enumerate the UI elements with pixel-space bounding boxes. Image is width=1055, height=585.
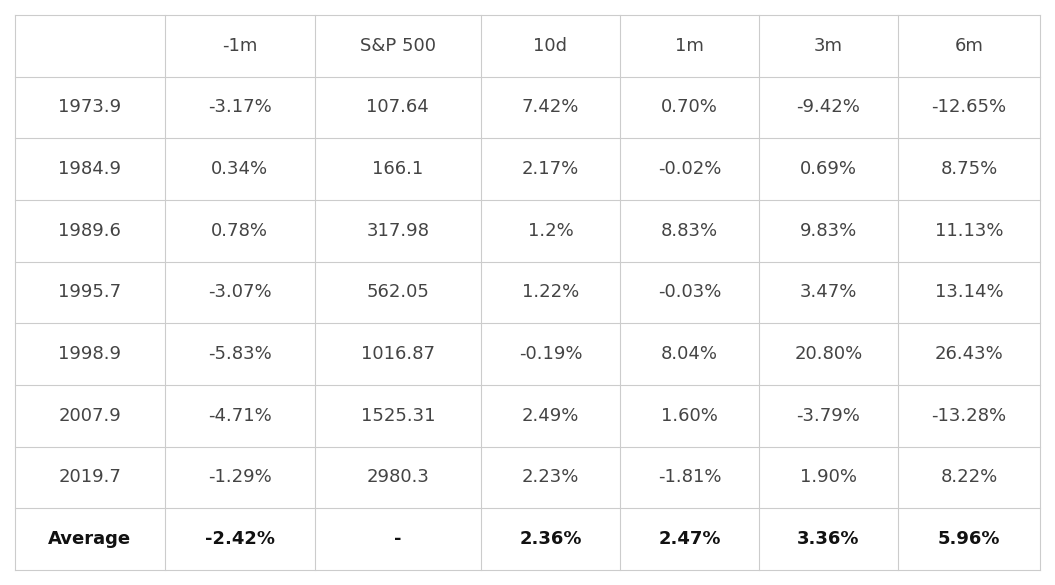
Text: 1998.9: 1998.9 bbox=[58, 345, 121, 363]
Text: 10d: 10d bbox=[534, 37, 568, 55]
Text: -3.79%: -3.79% bbox=[797, 407, 860, 425]
Text: -0.02%: -0.02% bbox=[657, 160, 721, 178]
Text: 1.2%: 1.2% bbox=[528, 222, 573, 240]
Text: -13.28%: -13.28% bbox=[932, 407, 1006, 425]
Text: 1.90%: 1.90% bbox=[800, 469, 857, 487]
Text: 0.78%: 0.78% bbox=[211, 222, 268, 240]
Text: 9.83%: 9.83% bbox=[800, 222, 857, 240]
Text: 6m: 6m bbox=[955, 37, 983, 55]
Text: 1989.6: 1989.6 bbox=[58, 222, 121, 240]
Text: 2980.3: 2980.3 bbox=[366, 469, 429, 487]
Text: -12.65%: -12.65% bbox=[932, 98, 1006, 116]
Text: -5.83%: -5.83% bbox=[208, 345, 272, 363]
Text: -9.42%: -9.42% bbox=[797, 98, 860, 116]
Text: 2.17%: 2.17% bbox=[522, 160, 579, 178]
Text: 0.34%: 0.34% bbox=[211, 160, 268, 178]
Text: 26.43%: 26.43% bbox=[935, 345, 1003, 363]
Text: Average: Average bbox=[49, 530, 132, 548]
Text: 317.98: 317.98 bbox=[366, 222, 429, 240]
Text: 2019.7: 2019.7 bbox=[58, 469, 121, 487]
Text: 1973.9: 1973.9 bbox=[58, 98, 121, 116]
Text: 1984.9: 1984.9 bbox=[58, 160, 121, 178]
Text: 1m: 1m bbox=[675, 37, 704, 55]
Text: 1016.87: 1016.87 bbox=[361, 345, 435, 363]
Text: 8.22%: 8.22% bbox=[940, 469, 998, 487]
Text: 0.70%: 0.70% bbox=[661, 98, 717, 116]
Text: 5.96%: 5.96% bbox=[938, 530, 1000, 548]
Text: 3m: 3m bbox=[813, 37, 843, 55]
Text: -0.03%: -0.03% bbox=[657, 284, 721, 301]
Text: 1.22%: 1.22% bbox=[522, 284, 579, 301]
Text: 562.05: 562.05 bbox=[366, 284, 429, 301]
Text: 11.13%: 11.13% bbox=[935, 222, 1003, 240]
Text: 166.1: 166.1 bbox=[372, 160, 423, 178]
Text: 2.23%: 2.23% bbox=[522, 469, 579, 487]
Text: 2.47%: 2.47% bbox=[658, 530, 721, 548]
Text: -4.71%: -4.71% bbox=[208, 407, 272, 425]
Text: 20.80%: 20.80% bbox=[794, 345, 862, 363]
Text: 13.14%: 13.14% bbox=[935, 284, 1003, 301]
Text: 2007.9: 2007.9 bbox=[59, 407, 121, 425]
Text: 0.69%: 0.69% bbox=[800, 160, 857, 178]
Text: S&P 500: S&P 500 bbox=[360, 37, 436, 55]
Text: -3.07%: -3.07% bbox=[208, 284, 271, 301]
Text: 7.42%: 7.42% bbox=[522, 98, 579, 116]
Text: -1.81%: -1.81% bbox=[657, 469, 722, 487]
Text: 2.36%: 2.36% bbox=[519, 530, 581, 548]
Text: 8.04%: 8.04% bbox=[660, 345, 717, 363]
Text: -1.29%: -1.29% bbox=[208, 469, 272, 487]
Text: -2.42%: -2.42% bbox=[205, 530, 274, 548]
Text: 8.83%: 8.83% bbox=[660, 222, 718, 240]
Text: -1m: -1m bbox=[223, 37, 257, 55]
Text: 1.60%: 1.60% bbox=[661, 407, 717, 425]
Text: 3.36%: 3.36% bbox=[798, 530, 860, 548]
Text: -: - bbox=[395, 530, 402, 548]
Text: 2.49%: 2.49% bbox=[522, 407, 579, 425]
Text: -3.17%: -3.17% bbox=[208, 98, 272, 116]
Text: 1525.31: 1525.31 bbox=[361, 407, 435, 425]
Text: 1995.7: 1995.7 bbox=[58, 284, 121, 301]
Text: 3.47%: 3.47% bbox=[800, 284, 857, 301]
Text: -0.19%: -0.19% bbox=[519, 345, 582, 363]
Text: 8.75%: 8.75% bbox=[940, 160, 998, 178]
Text: 107.64: 107.64 bbox=[366, 98, 429, 116]
